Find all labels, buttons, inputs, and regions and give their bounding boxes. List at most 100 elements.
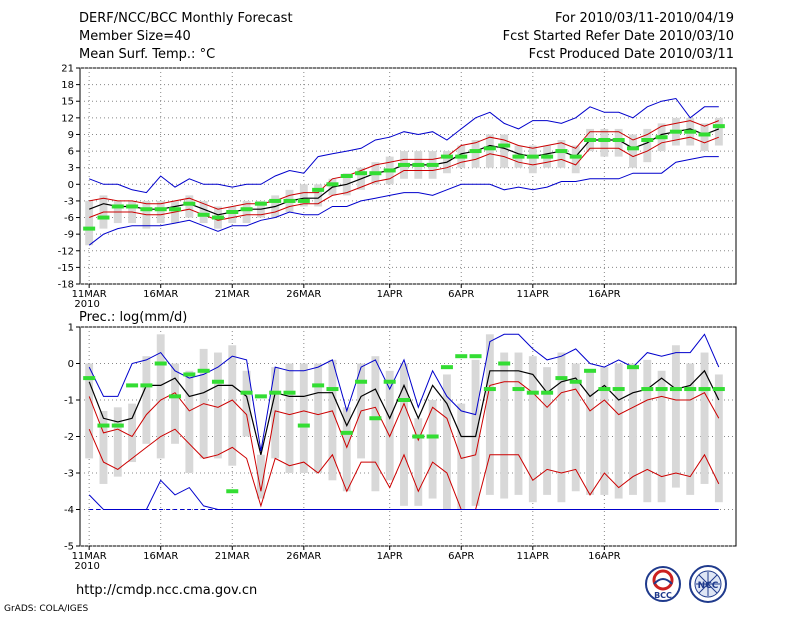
- prec-x-tick-label: 21MAR: [215, 551, 250, 562]
- prec-spread-box: [299, 363, 308, 473]
- prec-spread-box: [128, 403, 137, 463]
- prec-observed-marker: [197, 368, 210, 373]
- prec-observed-marker: [412, 434, 425, 439]
- prec-spread-box: [156, 334, 165, 459]
- prec-observed-marker: [126, 383, 139, 388]
- prec-observed-marker: [154, 361, 167, 366]
- prec-observed-marker: [440, 365, 453, 370]
- prec-spread-box: [614, 363, 623, 499]
- temp-observed-marker: [440, 154, 453, 159]
- prec-spread-box: [371, 356, 380, 492]
- prec-spread-box: [442, 374, 451, 510]
- temp-series-min-member: [88, 156, 719, 246]
- prec-observed-marker: [340, 430, 353, 435]
- temp-x-tick-label: 6APR: [448, 289, 474, 300]
- prec-observed-marker: [297, 423, 310, 428]
- temp-x-tick-label: 16MAR: [143, 289, 178, 300]
- temp-y-tick-label: 3: [68, 163, 74, 174]
- prec-observed-marker: [97, 423, 110, 428]
- prec-spread-box: [600, 367, 609, 495]
- prec-spread-box: [113, 407, 122, 477]
- prec-observed-marker: [83, 376, 96, 381]
- prec-observed-marker: [240, 390, 253, 395]
- prec-spread-box: [85, 363, 94, 459]
- prec-y-tick-label: -2: [64, 432, 74, 443]
- temp-observed-marker: [612, 138, 625, 142]
- temp-spread-box: [156, 200, 165, 224]
- prec-observed-marker: [598, 387, 611, 392]
- prec-observed-marker: [612, 387, 625, 392]
- temp-observed-marker: [684, 129, 697, 134]
- temp-observed-marker: [641, 138, 654, 142]
- prec-y-tick-label: -4: [64, 505, 74, 516]
- prec-observed-marker: [541, 390, 554, 395]
- temp-observed-marker: [83, 226, 96, 231]
- temp-observed-marker: [140, 207, 153, 212]
- temp-spread-box: [528, 145, 537, 174]
- prec-spread-box: [700, 352, 709, 484]
- prec-observed-marker: [555, 376, 568, 381]
- prec-observed-marker: [211, 379, 224, 384]
- temp-y-tick-label: -9: [64, 230, 74, 241]
- prec-y-tick-label: -1: [64, 396, 74, 407]
- prec-observed-marker: [169, 394, 182, 399]
- temp-observed-marker: [555, 149, 568, 154]
- prec-spread-box: [586, 370, 594, 495]
- prec-y-tick-label: -5: [64, 542, 74, 553]
- temp-y-tick-label: 15: [61, 97, 74, 108]
- temp-observed-marker: [297, 198, 310, 203]
- temp-x-tick-label: 26MAR: [286, 289, 321, 300]
- prec-observed-marker: [383, 379, 396, 384]
- temp-observed-marker: [340, 174, 353, 178]
- prec-observed-marker: [483, 387, 496, 392]
- footer-url[interactable]: http://cmdp.ncc.cma.gov.cn: [76, 583, 258, 598]
- prec-spread-box: [328, 359, 337, 481]
- temp-observed-marker: [211, 215, 224, 220]
- prec-spread-box: [242, 370, 251, 437]
- chart-title: DERF/NCC/BCC Monthly Forecast: [79, 11, 293, 26]
- temp-observed-marker: [412, 162, 425, 167]
- prec-spread-box: [686, 363, 695, 495]
- prec-observed-marker: [655, 387, 668, 392]
- temp-observed-marker: [226, 210, 239, 214]
- temp-x-tick-label: 16APR: [588, 289, 621, 300]
- prec-spread-box: [142, 356, 151, 444]
- temp-spread-box: [571, 145, 580, 174]
- temp-observed-marker: [598, 138, 611, 142]
- temp-observed-marker: [655, 135, 668, 140]
- grads-credit: GrADS: COLA/IGES: [4, 604, 89, 614]
- prec-x-tick-label: 16APR: [588, 551, 621, 562]
- temp-observed-marker: [111, 204, 124, 209]
- temp-y-tick-label: -3: [64, 196, 74, 207]
- prec-spread-box: [185, 370, 194, 473]
- temp-series-max-member: [89, 97, 719, 194]
- bcc-logo-text: BCC: [654, 591, 672, 600]
- prec-year-label: 2010: [74, 561, 99, 572]
- temp-observed-marker: [254, 201, 267, 206]
- temp-spread-box: [299, 184, 308, 207]
- prec-x-tick-label: 26MAR: [286, 551, 321, 562]
- temp-x-tick-label: 21MAR: [215, 289, 250, 300]
- variable-label: Mean Surf. Temp.: °C: [79, 47, 216, 62]
- temp-observed-marker: [355, 171, 368, 176]
- temp-spread-box: [643, 128, 652, 163]
- prec-observed-marker: [684, 387, 697, 392]
- temp-observed-marker: [283, 198, 296, 203]
- prec-observed-marker: [526, 390, 539, 395]
- temp-observed-marker: [526, 154, 539, 159]
- temp-year-label: 2010: [74, 299, 99, 310]
- prec-spread-box: [629, 363, 637, 495]
- temp-observed-marker: [584, 138, 597, 142]
- temp-observed-marker: [698, 132, 711, 137]
- prec-observed-marker: [426, 434, 439, 439]
- temp-y-tick-label: -18: [58, 280, 74, 291]
- prec-observed-marker: [584, 368, 597, 373]
- prec-observed-marker: [512, 387, 525, 392]
- prec-x-tick-label: 16MAR: [143, 551, 178, 562]
- prec-observed-marker: [398, 398, 410, 402]
- temp-y-tick-label: -6: [64, 213, 74, 224]
- temp-observed-marker: [97, 215, 110, 220]
- prec-y-tick-label: 0: [68, 359, 74, 370]
- prec-spread-box: [500, 352, 509, 499]
